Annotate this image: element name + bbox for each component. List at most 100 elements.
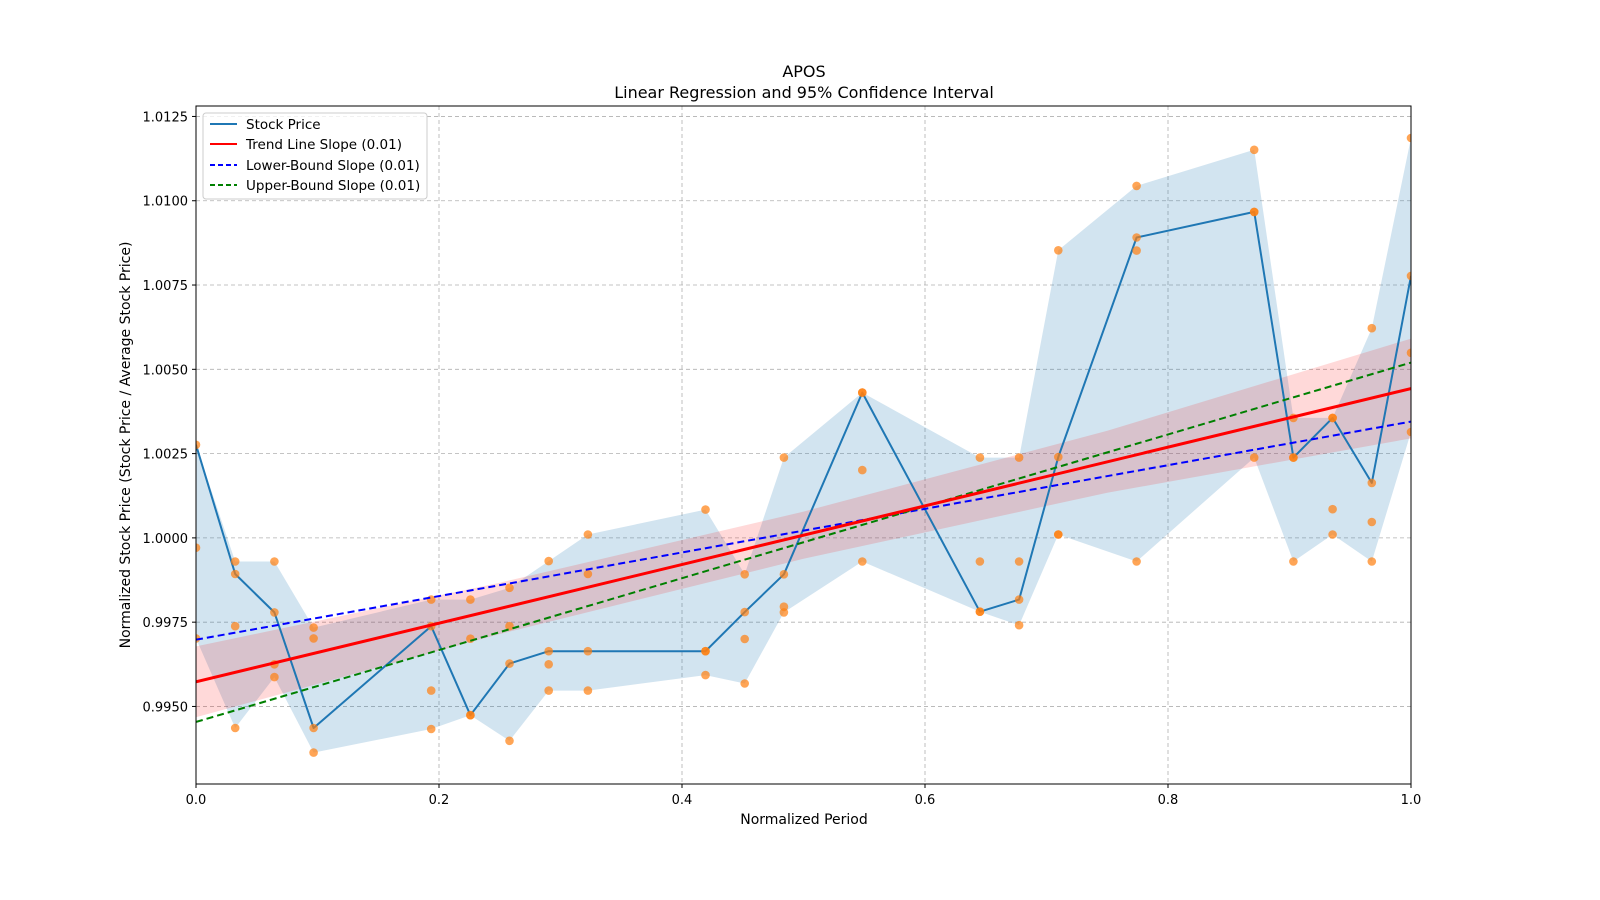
regression-lines	[196, 361, 1411, 723]
x-tick-label: 1.0	[1401, 793, 1422, 808]
scatter-points	[196, 133, 1411, 757]
y-tick-label: 1.0075	[143, 279, 189, 294]
y-tick-label: 0.9975	[143, 616, 189, 631]
y-axis-title: Normalized Stock Price (Stock Price / Av…	[118, 242, 134, 649]
scatter-point	[1328, 413, 1337, 423]
y-tick-label: 1.0025	[143, 448, 189, 463]
scatter-point	[740, 679, 749, 688]
scatter-point	[196, 440, 201, 450]
scatter-point	[1132, 233, 1141, 242]
scatter-point	[309, 634, 318, 643]
scatter-point	[1014, 557, 1024, 566]
chart-title: APOS	[782, 62, 825, 81]
scatter-point	[544, 646, 553, 656]
scatter-point	[1367, 557, 1377, 566]
scatter-point	[270, 557, 279, 566]
scatter-point	[505, 659, 514, 668]
legend-label-upper-bound: Upper-Bound Slope (0.01)	[246, 178, 420, 194]
scatter-point	[779, 570, 789, 579]
scatter-point	[1328, 504, 1337, 514]
y-tick-label: 0.9950	[143, 700, 189, 715]
scatter-point	[701, 646, 710, 656]
price-range-band	[196, 138, 1411, 753]
scatter-point	[1406, 348, 1411, 358]
scatter-point	[1367, 323, 1377, 333]
scatter-point	[740, 607, 749, 617]
scatter-point	[1406, 271, 1411, 281]
scatter-point	[1054, 452, 1063, 462]
scatter-point	[230, 569, 240, 579]
y-tick-label: 1.0050	[143, 363, 189, 378]
scatter-point	[309, 723, 318, 733]
scatter-point	[466, 710, 475, 720]
x-tick-label: 0.4	[672, 793, 693, 808]
x-tick-label: 0.0	[186, 793, 207, 808]
stock-price-line	[196, 210, 1411, 729]
axes-frame	[195, 105, 1412, 785]
scatter-point	[230, 621, 240, 631]
scatter-point	[505, 583, 514, 593]
scatter-point	[309, 748, 318, 757]
y-tick-label: 1.0100	[143, 195, 189, 210]
scatter-point	[975, 557, 985, 566]
scatter-point	[466, 595, 475, 604]
legend-box	[202, 112, 428, 200]
scatter-point	[1406, 427, 1411, 437]
scatter-point	[1054, 530, 1063, 539]
scatter-point	[701, 670, 710, 680]
x-tick-label: 0.2	[429, 793, 450, 808]
scatter-point	[544, 660, 553, 669]
chart-subtitle: Linear Regression and 95% Confidence Int…	[614, 83, 994, 102]
x-tick-label: 0.8	[1158, 793, 1179, 808]
scatter-point	[1249, 145, 1259, 155]
scatter-point	[583, 569, 593, 579]
scatter-point	[779, 608, 789, 617]
stock-price-line-group	[196, 210, 1411, 729]
scatter-point	[740, 570, 749, 579]
legend-label-trend-line: Trend Line Slope (0.01)	[245, 137, 402, 153]
trend-line	[196, 387, 1411, 684]
scatter-point	[270, 672, 279, 682]
scatter-point	[466, 634, 475, 643]
scatter-point	[1132, 246, 1141, 255]
x-tick-label: 0.6	[915, 793, 936, 808]
plot-area	[196, 106, 1411, 784]
scatter-point	[426, 724, 436, 734]
scatter-point	[583, 530, 593, 539]
scatter-point	[1132, 557, 1141, 566]
y-tick-label: 1.0000	[143, 532, 189, 547]
legend-label-stock-price: Stock Price	[246, 117, 321, 133]
scatter-point	[1054, 246, 1063, 255]
legend: Stock Price Trend Line Slope (0.01) Lowe…	[202, 112, 428, 200]
scatter-point	[230, 557, 240, 566]
scatter-point	[270, 608, 279, 617]
scatter-point	[975, 453, 985, 462]
scatter-point	[505, 621, 514, 631]
scatter-point	[505, 736, 514, 746]
x-axis-title: Normalized Period	[740, 812, 868, 828]
scatter-point	[583, 686, 593, 695]
scatter-point	[309, 623, 318, 632]
price-range-area	[196, 138, 1411, 753]
scatter-point	[1328, 530, 1337, 539]
scatter-point	[1132, 181, 1141, 191]
scatter-point	[1289, 557, 1298, 566]
legend-label-lower-bound: Lower-Bound Slope (0.01)	[246, 158, 420, 174]
scatter-point	[1249, 207, 1259, 217]
scatter-point	[858, 388, 867, 397]
lower-bound-slope-line	[196, 420, 1411, 641]
scatter-point	[544, 556, 553, 566]
scatter-point	[1367, 478, 1377, 488]
scatter-point	[701, 505, 710, 514]
scatter-point	[544, 686, 553, 695]
y-axis-ticks: 0.9950 0.9975 1.0000 1.0025 1.0050 1.0075 1.01…	[143, 110, 196, 715]
scatter-point	[1014, 595, 1024, 604]
scatter-point	[975, 607, 985, 616]
scatter-point	[230, 723, 240, 733]
scatter-point	[1249, 453, 1259, 462]
upper-bound-slope-line	[196, 361, 1411, 723]
scatter-point	[858, 465, 867, 475]
scatter-point	[1406, 133, 1411, 143]
scatter-point	[1367, 517, 1377, 527]
